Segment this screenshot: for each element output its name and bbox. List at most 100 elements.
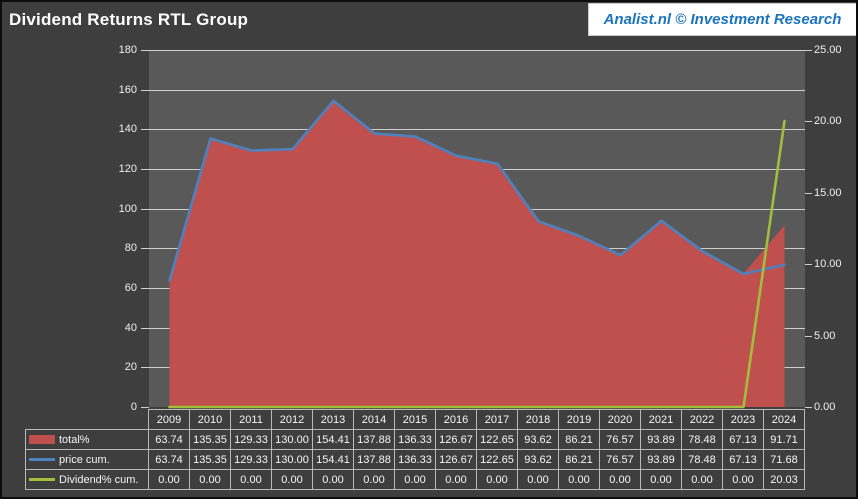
value-cell: 0.00 [394, 469, 436, 490]
year-header-cell: 2022 [681, 409, 723, 430]
year-header-cell: 2016 [435, 409, 477, 430]
value-cell: 86.21 [558, 429, 600, 450]
plot-area [149, 50, 805, 409]
left-axis-tick-label: 20 [124, 361, 137, 374]
value-cell: 63.74 [148, 429, 190, 450]
year-header-cell: 2014 [353, 409, 395, 430]
value-cell: 93.89 [640, 429, 682, 450]
value-cell: 0.00 [271, 469, 313, 490]
right-axis-tick-label: 20.00 [814, 115, 842, 128]
data-table: 2009 2010 2011 2012 2013 2014 2015 2016 2017 2018… [25, 409, 805, 490]
line-series-price cum. [168, 99, 786, 282]
legend-label: total% [59, 433, 90, 446]
legend-swatch-area-icon [29, 435, 55, 444]
left-axis-tick-label: 0 [130, 401, 137, 413]
left-axis-tick-label: 160 [118, 83, 137, 96]
branding-text: Analist.nl © Investment Research [603, 11, 842, 28]
value-cell: 76.57 [599, 449, 641, 470]
table-header-row: 2009 2010 2011 2012 2013 2014 2015 2016 2017 2018… [26, 409, 805, 430]
table-row: total% 63.74 135.35 129.33 130.00 154.41 137.8… [25, 429, 805, 450]
left-axis-tick-mark [141, 288, 149, 289]
right-axis-tick-mark [805, 264, 812, 265]
year-header-cell: 2015 [394, 409, 436, 430]
value-cell: 129.33 [230, 449, 272, 470]
value-cell: 136.33 [394, 429, 436, 450]
value-cell: 126.67 [435, 429, 477, 450]
left-axis-tick-mark [141, 328, 149, 329]
year-header-cell: 2023 [722, 409, 764, 430]
value-cell: 122.65 [476, 449, 518, 470]
year-header-cell: 2024 [763, 409, 805, 430]
year-header-cell: 2011 [230, 409, 272, 430]
year-header-cell: 2012 [271, 409, 313, 430]
left-axis-tick-label: 80 [124, 242, 137, 255]
value-cell: 0.00 [681, 469, 723, 490]
value-cell: 93.89 [640, 449, 682, 470]
right-axis-tick-mark [805, 193, 812, 194]
left-axis-tick-label: 180 [118, 44, 137, 56]
left-axis-tick-mark [141, 248, 149, 249]
legend-cell: total% [25, 429, 149, 450]
chart-title: Dividend Returns RTL Group [9, 10, 249, 29]
right-axis-tick-mark [805, 121, 812, 122]
value-cell: 0.00 [148, 469, 190, 490]
value-cell: 93.62 [517, 449, 559, 470]
value-cell: 76.57 [599, 429, 641, 450]
left-axis-tick-mark [141, 129, 149, 130]
value-cell: 129.33 [230, 429, 272, 450]
value-cell: 122.65 [476, 429, 518, 450]
value-cell: 0.00 [312, 469, 354, 490]
value-cell: 137.88 [353, 429, 395, 450]
value-cell: 0.00 [476, 469, 518, 490]
value-cell: 136.33 [394, 449, 436, 470]
year-header-cell: 2021 [640, 409, 682, 430]
branding-badge: Analist.nl © Investment Research [588, 3, 856, 36]
value-cell: 0.00 [189, 469, 231, 490]
line-series-Dividend% cum. [168, 119, 786, 409]
value-cell: 78.48 [681, 429, 723, 450]
legend-cell: Dividend% cum. [25, 469, 149, 490]
value-cell: 20.03 [763, 469, 805, 490]
value-cell: 63.74 [148, 449, 190, 470]
value-cell: 67.13 [722, 449, 764, 470]
value-cell: 0.00 [558, 469, 600, 490]
value-cell: 0.00 [722, 469, 764, 490]
left-axis-tick-mark [141, 90, 149, 91]
value-cell: 135.35 [189, 429, 231, 450]
left-axis-tick-label: 100 [118, 202, 137, 215]
value-cell: 0.00 [599, 469, 641, 490]
left-axis-tick-label: 40 [124, 321, 137, 334]
value-cell: 154.41 [312, 429, 354, 450]
legend-label: price cum. [59, 453, 110, 466]
right-axis-tick-label: 10.00 [814, 258, 842, 271]
value-cell: 86.21 [558, 449, 600, 470]
legend-swatch-line-icon [29, 478, 55, 481]
legend-cell: price cum. [25, 449, 149, 470]
left-axis-tick-label: 120 [118, 163, 137, 175]
right-axis-tick-label: 5.00 [814, 329, 836, 342]
legend-swatch-line-icon [29, 458, 55, 461]
value-cell: 135.35 [189, 449, 231, 470]
right-axis-tick-label: 25.00 [814, 44, 842, 56]
value-cell: 0.00 [517, 469, 559, 490]
year-header-cell: 2019 [558, 409, 600, 430]
year-header-cell: 2009 [148, 409, 190, 430]
right-axis-tick-label: 0.00 [814, 401, 836, 413]
left-axis-tick-mark [141, 407, 149, 408]
year-header-cell: 2013 [312, 409, 354, 430]
year-header-cell: 2017 [476, 409, 518, 430]
table-row: Dividend% cum. 0.00 0.00 0.00 0.00 0.00 0.00 0.… [25, 469, 805, 490]
right-axis-tick-mark [805, 50, 812, 51]
value-cell: 91.71 [763, 429, 805, 450]
right-axis-tick-label: 15.00 [814, 186, 842, 199]
left-axis-tick-mark [141, 367, 149, 368]
right-axis-tick-mark [805, 336, 812, 337]
value-cell: 78.48 [681, 449, 723, 470]
legend-label: Dividend% cum. [59, 473, 139, 486]
value-cell: 130.00 [271, 429, 313, 450]
value-cell: 67.13 [722, 429, 764, 450]
left-axis-tick-label: 60 [124, 282, 137, 294]
value-cell: 0.00 [353, 469, 395, 490]
table-row: price cum. 63.74 135.35 129.33 130.00 154.41 1… [25, 449, 805, 470]
